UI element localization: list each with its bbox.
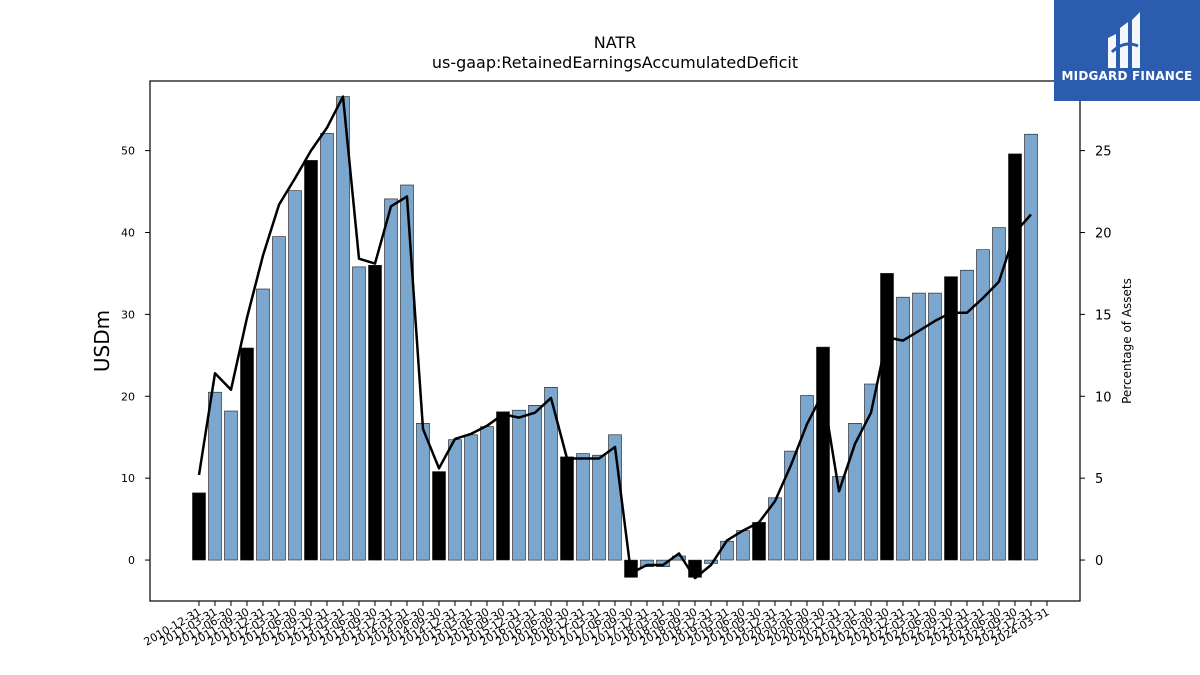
bar	[560, 456, 574, 561]
bar	[464, 434, 478, 561]
bars-group	[192, 96, 1038, 578]
bar	[368, 264, 382, 561]
bar	[784, 450, 798, 561]
bar	[224, 410, 238, 561]
bar	[880, 273, 894, 561]
bar	[448, 439, 462, 561]
x-axis: 2010-12-312011-03-312011-06-302011-09-30…	[142, 601, 1052, 649]
bar	[192, 492, 206, 561]
bar	[432, 471, 446, 561]
line-series	[197, 95, 1032, 580]
y-axis-label: USDm	[90, 310, 114, 372]
bar	[256, 288, 270, 561]
bar	[816, 346, 830, 561]
bar	[928, 292, 942, 561]
y2-tick-label: 10	[1095, 390, 1112, 405]
bar	[640, 559, 654, 567]
y2-tick-label: 0	[1095, 554, 1103, 569]
bar	[320, 133, 334, 561]
bar	[1008, 153, 1022, 561]
bar	[896, 296, 910, 561]
bar	[592, 454, 606, 561]
bar	[384, 198, 398, 561]
right-axis: 0 5 10 15 20 25	[1080, 145, 1112, 569]
bar	[960, 269, 974, 561]
bar	[352, 266, 366, 561]
bar	[528, 404, 542, 561]
y-tick-label: 20	[121, 390, 135, 403]
plot-frame	[149, 80, 1081, 602]
y-tick-label: 0	[128, 554, 135, 567]
y2-tick-label: 20	[1095, 226, 1112, 241]
bar	[288, 190, 302, 561]
bar	[240, 347, 254, 561]
bar	[512, 409, 526, 561]
bar	[944, 276, 958, 561]
line-group	[197, 95, 1032, 580]
bar	[992, 227, 1006, 561]
bar	[656, 559, 670, 567]
bar	[336, 96, 350, 561]
midgard-logo-icon	[1108, 12, 1140, 68]
y-tick-label: 30	[121, 308, 135, 321]
bar	[752, 522, 766, 561]
left-axis: 0 10 20 30 40 50	[121, 145, 150, 567]
y2-axis-label: Percentage of Assets	[1120, 278, 1134, 404]
bar	[304, 160, 318, 561]
y2-tick-label: 25	[1095, 145, 1112, 160]
y2-tick-label: 15	[1095, 308, 1112, 323]
bar	[400, 184, 414, 561]
bar	[1024, 133, 1038, 561]
bar	[576, 453, 590, 561]
chart-subtitle: us-gaap:RetainedEarningsAccumulatedDefic…	[432, 53, 798, 72]
bar	[768, 497, 782, 561]
bar	[912, 292, 926, 561]
bar	[720, 540, 734, 561]
bar	[800, 395, 814, 561]
y-tick-label: 40	[121, 226, 135, 239]
bar	[416, 422, 430, 561]
bar	[544, 386, 558, 561]
bar	[848, 422, 862, 561]
bar	[976, 249, 990, 561]
bar	[272, 236, 286, 561]
y-tick-label: 50	[121, 145, 135, 158]
bar	[832, 476, 846, 561]
bar	[736, 530, 750, 561]
bar	[864, 383, 878, 561]
chart-title: NATR	[594, 33, 637, 52]
y-tick-label: 10	[121, 472, 135, 485]
logo-text: MIDGARD FINANCE	[1061, 69, 1193, 83]
bar	[480, 426, 494, 561]
bar	[496, 411, 510, 561]
bar	[208, 391, 222, 561]
brand-logo: MIDGARD FINANCE	[1054, 0, 1200, 101]
y2-tick-label: 5	[1095, 472, 1103, 487]
